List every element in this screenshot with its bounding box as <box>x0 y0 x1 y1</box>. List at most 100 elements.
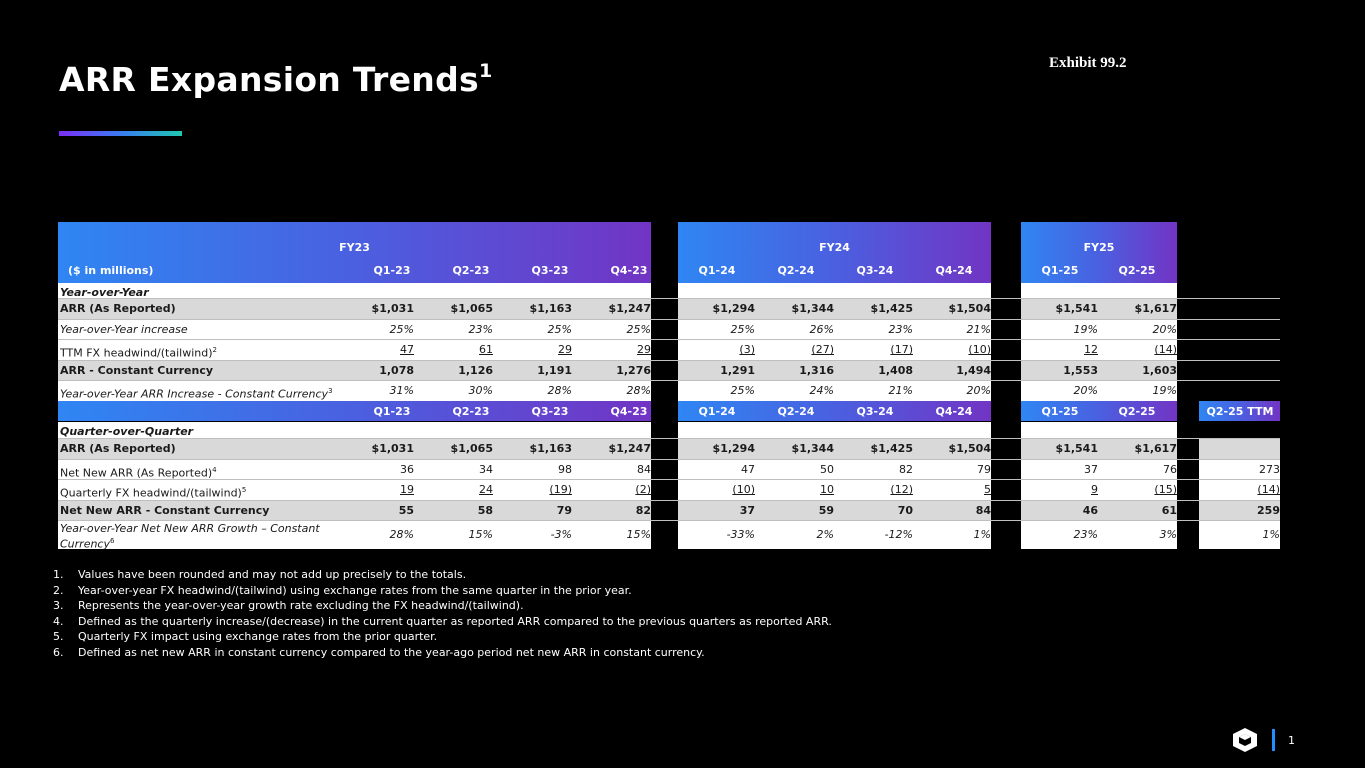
row-background <box>678 439 991 459</box>
value-cell: $1,617 <box>1134 442 1177 455</box>
value-cell: $1,504 <box>948 302 991 315</box>
footnote-ref: 3 <box>328 387 333 395</box>
value-cell: 20% <box>1152 322 1177 336</box>
page-title: ARR Expansion Trends1 <box>59 60 493 99</box>
footnotes: 1. Values have been rounded and may not a… <box>53 567 832 660</box>
value-cell: 25% <box>547 322 572 336</box>
yoy-row: Year-over-Year ARR Increase - Constant C… <box>58 381 1280 401</box>
value-cell: (19) <box>549 483 572 496</box>
value-cell: 15% <box>468 528 493 541</box>
row-background <box>1021 381 1177 401</box>
qoq-row: ARR (As Reported) $1,031 $1,065 $1,163 $1,24… <box>58 439 1280 459</box>
value-cell: $1,294 <box>712 302 755 315</box>
value-cell: 79 <box>977 462 991 476</box>
value-cell: 37 <box>739 503 755 517</box>
value-cell: $1,065 <box>450 442 493 455</box>
value-cell: $1,294 <box>712 442 755 455</box>
qoq-header-fy24: Q1-24 Q2-24 Q3-24 Q4-24 <box>678 401 991 421</box>
value-cell: 47 <box>400 343 414 356</box>
value-cell: 1,408 <box>878 363 913 377</box>
row-label: Year-over-Year Net New ARR Growth – Cons… <box>60 522 320 551</box>
section-row-qoq: Quarter-over-Quarter <box>58 422 1280 442</box>
footnote-ref: 5 <box>241 486 247 494</box>
row-background: Year-over-Year increase <box>58 319 651 340</box>
yoy-row: ARR - Constant Currency 1,078 1,126 1,191 1,… <box>58 360 1280 381</box>
value-cell: (27) <box>811 343 834 356</box>
value-cell: 25% <box>730 384 755 397</box>
row-background <box>1021 319 1177 340</box>
value-cell: $1,541 <box>1055 302 1098 315</box>
row-background: Year-over-Year Net New ARR Growth – Cons… <box>58 521 651 551</box>
row-label: TTM FX headwind/(tailwind) <box>60 346 213 360</box>
row-background <box>1199 480 1280 500</box>
row-background: ARR - Constant Currency <box>58 360 651 381</box>
ttm-value-cell: 1% <box>1262 528 1280 541</box>
row-label: ARR (As Reported) <box>60 302 176 315</box>
row-label: Net New ARR (As Reported) <box>60 466 213 480</box>
value-cell: 1,276 <box>616 363 651 377</box>
value-cell: 19% <box>1152 384 1177 397</box>
value-cell: $1,031 <box>371 302 414 315</box>
value-cell: (14) <box>1154 343 1177 356</box>
value-cell: 76 <box>1163 462 1177 476</box>
row-background <box>1021 439 1177 459</box>
value-cell: $1,247 <box>608 302 651 315</box>
value-cell: 24 <box>479 483 493 496</box>
value-cell: $1,425 <box>870 302 913 315</box>
value-cell: $1,541 <box>1055 442 1098 455</box>
row-divider <box>58 458 1280 460</box>
value-cell: (15) <box>1154 483 1177 496</box>
row-label: ARR - Constant Currency <box>60 363 214 377</box>
value-cell: (10) <box>732 483 755 496</box>
qoq-row: Net New ARR (As Reported)4 36 34 98 84 47 50 82… <box>58 459 1280 480</box>
row-divider <box>58 479 1280 480</box>
row-background <box>1199 521 1280 549</box>
value-cell: 21% <box>966 322 991 336</box>
row-label: Year-over-Year increase <box>60 322 188 336</box>
ttm-value-cell: 273 <box>1259 462 1280 476</box>
ttm-value-cell: (14) <box>1257 483 1280 496</box>
value-cell: 20% <box>966 384 991 397</box>
footnote-item: 2. Year-over-year FX headwind/(tailwind) … <box>53 583 632 597</box>
value-cell: 61 <box>479 343 493 356</box>
footnote-ref: 4 <box>212 465 217 474</box>
value-cell: 24% <box>809 384 834 397</box>
qoq-header-ttm: Q2-25 TTM <box>1199 401 1280 421</box>
value-cell: 30% <box>468 384 493 397</box>
value-cell: (2) <box>635 483 651 496</box>
row-background: Quarter-over-Quarter <box>58 422 651 442</box>
qoq-row: Quarterly FX headwind/(tailwind)5 19 24 (19… <box>58 480 1280 500</box>
value-cell: $1,617 <box>1134 302 1177 315</box>
value-cell: $1,065 <box>450 302 493 315</box>
row-label: Year-over-Year <box>60 286 149 299</box>
row-background <box>678 319 991 340</box>
footnote-item: 1. Values have been rounded and may not a… <box>53 568 467 581</box>
row-label: Quarterly FX headwind/(tailwind) <box>60 486 242 500</box>
row-label: ARR (As Reported) <box>60 442 176 455</box>
value-cell: 23% <box>888 322 913 336</box>
value-cell: 25% <box>389 322 414 336</box>
value-cell: 1,494 <box>956 363 991 377</box>
row-label: Quarter-over-Quarter <box>60 425 194 438</box>
value-cell: 29 <box>558 343 572 356</box>
value-cell: 28% <box>626 384 651 397</box>
value-cell: 23% <box>1073 528 1098 541</box>
row-background <box>678 360 991 381</box>
qoq-row: Net New ARR - Constant Currency 55 58 79 82 3… <box>58 500 1280 521</box>
value-cell: $1,425 <box>870 442 913 455</box>
value-cell: 84 <box>637 462 651 476</box>
row-background <box>1199 439 1280 459</box>
footnote-item: 6. Defined as net new ARR in constant cur… <box>53 645 705 659</box>
row-divider <box>58 359 1280 361</box>
row-background: Net New ARR (As Reported)4 <box>58 459 651 480</box>
row-background <box>678 299 991 319</box>
value-cell: 3% <box>1159 528 1177 541</box>
value-cell: 34 <box>479 462 493 476</box>
footnote-ref: 6 <box>110 537 115 545</box>
yoy-row: Year-over-Year increase 25% 23% 25% 25% 25% 26… <box>58 319 1280 340</box>
title-underline <box>59 131 182 136</box>
row-divider <box>58 520 1280 521</box>
row-background <box>1021 299 1177 319</box>
row-background <box>1021 500 1177 521</box>
value-cell: $1,504 <box>948 442 991 455</box>
